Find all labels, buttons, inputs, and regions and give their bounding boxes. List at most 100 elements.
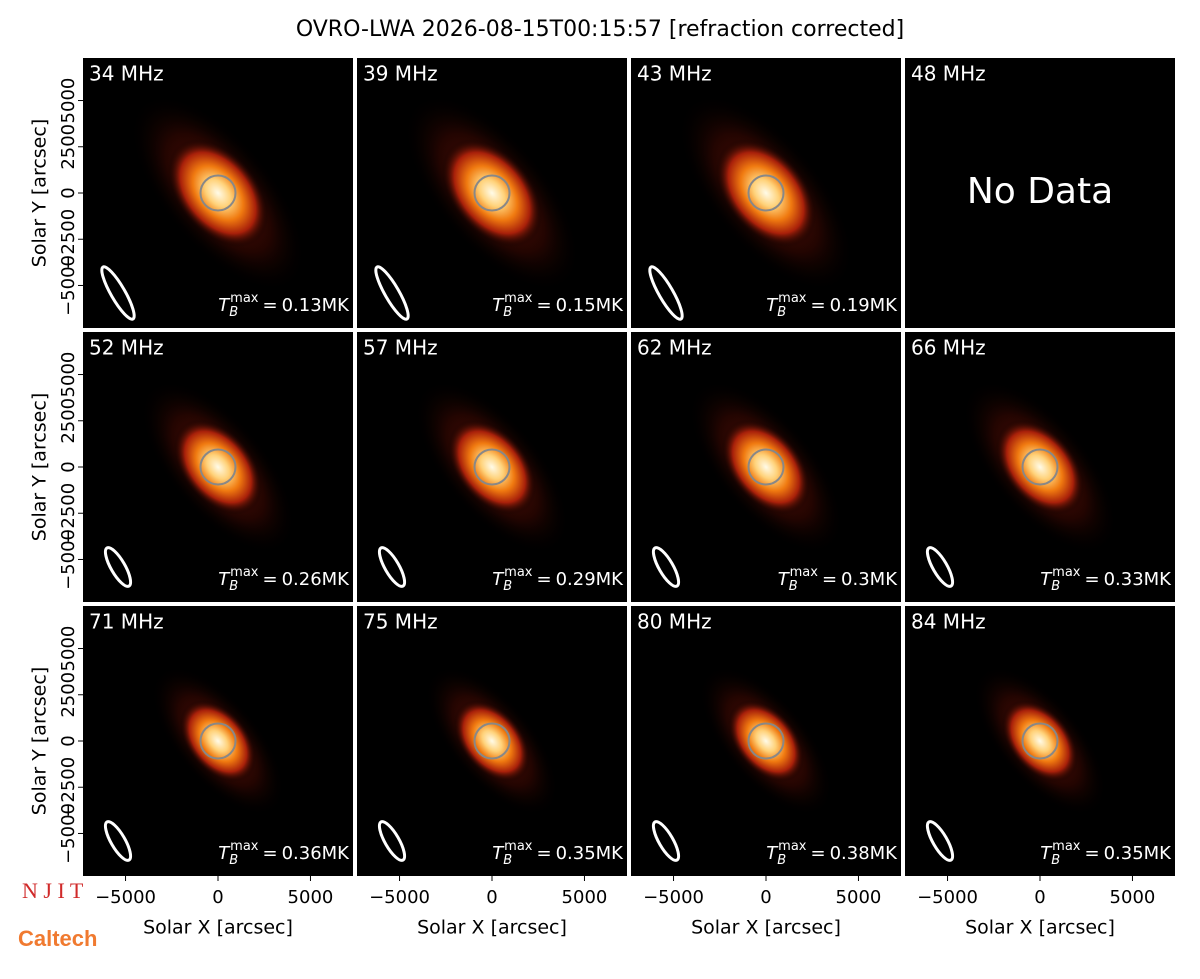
- solar-disk: [473, 722, 511, 760]
- tb-max-label: TBmax = 0.33MK: [1040, 565, 1172, 594]
- tb-max-label: TBmax = 0.36MK: [218, 839, 350, 868]
- tb-sub: B: [503, 853, 512, 868]
- tb-sup: max: [504, 839, 533, 854]
- x-tick-label: −5000: [369, 887, 430, 908]
- y-axis-label: Solar Y [arcsec]: [29, 393, 51, 541]
- tb-eq: =: [262, 843, 277, 864]
- tb-value: 0.29MK: [556, 569, 625, 590]
- emission-core: [441, 138, 543, 248]
- panel-frequency: 66 MHz: [911, 336, 986, 360]
- beam: [651, 546, 681, 588]
- y-tick-label: −5000: [58, 529, 79, 590]
- panel-frequency: 34 MHz: [89, 62, 164, 86]
- tb-sub: B: [229, 305, 238, 320]
- emission-core: [167, 138, 269, 248]
- beam: [377, 546, 407, 588]
- emission-core: [721, 419, 811, 515]
- tb-value: 0.3MK: [841, 569, 898, 590]
- tb-eq: =: [262, 569, 277, 590]
- solar-disk: [199, 174, 237, 212]
- tb-eq: =: [536, 569, 551, 590]
- tb-max-label: TBmax = 0.19MK: [766, 291, 898, 320]
- panel-frequency: 62 MHz: [637, 336, 712, 360]
- tb-value: 0.13MK: [282, 295, 351, 316]
- emission-core: [995, 419, 1085, 515]
- tb-eq: =: [262, 295, 277, 316]
- tb-sup: max: [504, 565, 533, 580]
- emission-core: [715, 138, 817, 248]
- x-tick-label: 5000: [1110, 887, 1156, 908]
- tb-symbol: T: [492, 295, 505, 316]
- tb-sub: B: [777, 305, 786, 320]
- tb-sub: B: [503, 305, 512, 320]
- x-tick-label: 0: [1034, 887, 1045, 908]
- tb-sup: max: [230, 291, 259, 306]
- tb-sup: max: [778, 839, 807, 854]
- beam: [651, 820, 681, 862]
- y-tick-label: 0: [58, 735, 79, 746]
- solar-disk: [1021, 722, 1059, 760]
- tb-sup: max: [790, 565, 819, 580]
- chart-title: OVRO-LWA 2026-08-15T00:15:57 [refraction…: [296, 17, 904, 42]
- x-axis-label: Solar X [arcsec]: [143, 917, 293, 939]
- beam: [925, 820, 955, 862]
- tb-value: 0.15MK: [556, 295, 625, 316]
- tb-value: 0.35MK: [556, 843, 625, 864]
- emission-core: [173, 419, 263, 515]
- panel-frequency: 84 MHz: [911, 610, 986, 634]
- solar-disk: [747, 174, 785, 212]
- y-tick-label: 5000: [58, 352, 79, 398]
- panel-frequency: 75 MHz: [363, 610, 438, 634]
- y-tick-label: 2500: [58, 672, 79, 718]
- x-tick-label: 5000: [836, 887, 882, 908]
- tb-sup: max: [1052, 565, 1081, 580]
- tb-sup: max: [504, 291, 533, 306]
- tb-eq: =: [822, 569, 837, 590]
- x-tick-label: −5000: [917, 887, 978, 908]
- tb-eq: =: [536, 843, 551, 864]
- tb-symbol: T: [778, 569, 791, 590]
- tb-max-label: TBmax = 0.13MK: [218, 291, 350, 320]
- y-tick-label: −5000: [58, 803, 79, 864]
- emission-core: [453, 699, 531, 783]
- panel-frequency: 52 MHz: [89, 336, 164, 360]
- tb-sup: max: [1052, 839, 1081, 854]
- solar-disk: [473, 448, 511, 486]
- tb-sup: max: [778, 291, 807, 306]
- x-tick-label: 5000: [562, 887, 608, 908]
- beam: [103, 546, 133, 588]
- tb-symbol: T: [766, 843, 779, 864]
- tb-symbol: T: [1040, 843, 1053, 864]
- tb-eq: =: [810, 295, 825, 316]
- beam: [925, 546, 955, 588]
- y-tick-label: 5000: [58, 78, 79, 124]
- panel-frequency: 80 MHz: [637, 610, 712, 634]
- y-tick-label: −2500: [58, 483, 79, 544]
- tb-value: 0.33MK: [1104, 569, 1173, 590]
- panel-frequency: 57 MHz: [363, 336, 438, 360]
- tb-sub: B: [229, 853, 238, 868]
- x-tick-label: −5000: [643, 887, 704, 908]
- x-tick-label: 5000: [288, 887, 334, 908]
- y-tick-label: −5000: [58, 255, 79, 316]
- tb-sub: B: [1051, 853, 1060, 868]
- y-tick-label: 0: [58, 461, 79, 472]
- tb-eq: =: [1084, 843, 1099, 864]
- tb-sub: B: [777, 853, 786, 868]
- x-tick-label: −5000: [95, 887, 156, 908]
- panel-frequency: 71 MHz: [89, 610, 164, 634]
- beam: [648, 265, 684, 321]
- y-tick-label: 2500: [58, 124, 79, 170]
- tb-max-label: TBmax = 0.26MK: [218, 565, 350, 594]
- beam: [100, 265, 136, 321]
- y-axis-label: Solar Y [arcsec]: [29, 119, 51, 267]
- tb-max-label: TBmax = 0.3MK: [778, 565, 899, 594]
- solar-disk: [199, 448, 237, 486]
- solar-disk: [1021, 448, 1059, 486]
- y-tick-label: 2500: [58, 398, 79, 444]
- x-axis-label: Solar X [arcsec]: [691, 917, 841, 939]
- emission-core: [1001, 699, 1079, 783]
- tb-max-label: TBmax = 0.29MK: [492, 565, 624, 594]
- tb-symbol: T: [492, 569, 505, 590]
